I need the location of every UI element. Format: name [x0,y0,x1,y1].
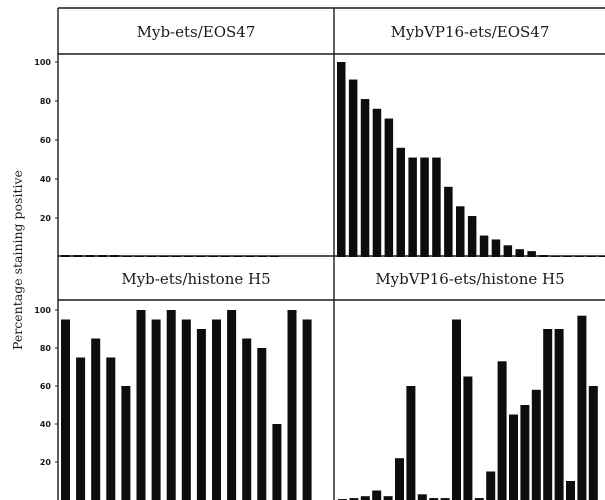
bar [396,147,405,257]
bar [134,256,144,257]
bar [531,389,541,500]
bar [515,249,524,257]
bar [212,319,221,500]
bar [136,310,146,500]
bar [159,256,169,257]
bar [497,361,507,500]
bar [85,255,95,257]
bar [242,338,252,500]
bar [467,216,477,257]
y-axis-label: Percentage staining positive [10,170,25,350]
bar [408,157,417,257]
bar [429,498,439,500]
bar [61,319,70,500]
bars-layer [61,62,605,500]
bar [196,256,206,257]
bar [383,496,393,500]
bar [417,494,427,500]
bar [539,255,548,257]
bar [588,386,598,500]
bar [474,498,484,500]
bar [432,157,441,257]
bar [586,256,596,257]
bar [302,319,312,500]
panel-title-mybvp16-ets-histone-h5: MybVP16-ets/histone H5 [375,270,564,288]
bar [97,255,107,257]
bar [257,256,267,257]
bar [287,310,297,500]
bar [551,256,560,257]
bar [543,329,553,500]
bar [577,315,587,500]
y-tick-label: 40 [40,420,52,429]
bar [598,256,605,257]
bar [520,405,530,500]
bar [121,386,131,500]
bar [91,338,101,500]
bar [110,255,120,257]
bar [563,256,572,257]
bar [166,310,176,500]
bar [348,79,358,257]
y-tick-label: 20 [40,214,52,223]
bar [171,256,181,257]
panel-title-mybvp16-ets-eos47: MybVP16-ets/EOS47 [391,23,550,41]
y-tick-label: 100 [34,58,51,67]
bar [360,99,370,257]
y-tick-label: 100 [34,306,51,315]
bar [257,348,267,500]
bar [406,386,416,500]
bar [227,310,237,500]
bar [566,481,575,500]
bar [420,157,429,257]
bar [554,329,564,500]
bar [527,251,536,257]
bar [452,319,461,500]
bar [196,329,206,500]
bar [479,235,489,257]
bar [440,498,450,500]
bar [73,255,83,257]
y-tick-label: 60 [40,136,52,145]
bar [233,256,243,257]
bar [503,245,513,257]
bar [151,319,161,500]
y-tick-label: 60 [40,382,52,391]
bar [463,376,473,500]
bar [122,256,132,257]
bar [456,206,465,257]
y-tick-label: 80 [40,344,52,353]
bar [384,118,394,257]
bar [372,108,382,257]
bar [270,256,280,257]
bar [76,357,86,500]
bar [491,239,501,257]
bar [486,471,496,500]
bar [106,357,116,500]
y-tick-label: 40 [40,175,52,184]
bar [245,256,255,257]
bar [575,256,584,257]
bar [360,496,370,500]
y-tick-label: 20 [40,458,52,467]
bar [372,490,382,500]
bar [337,62,346,257]
bar [272,424,282,500]
axes-layer: 20 40 60 80 100 20 40 60 80 100 [34,58,58,467]
bar [444,186,453,257]
bar [395,458,404,500]
bar [184,256,193,257]
bar [509,414,518,500]
panel-title-myb-ets-eos47: Myb-ets/EOS47 [137,23,256,41]
bar [147,256,157,257]
panel-grid [57,7,605,500]
bar [208,256,218,257]
bar [220,256,230,257]
panel-title-myb-ets-histone-h5: Myb-ets/histone H5 [121,270,270,288]
y-tick-label: 80 [40,97,52,106]
bar [349,498,359,500]
bar [61,255,70,257]
bar [181,319,191,500]
